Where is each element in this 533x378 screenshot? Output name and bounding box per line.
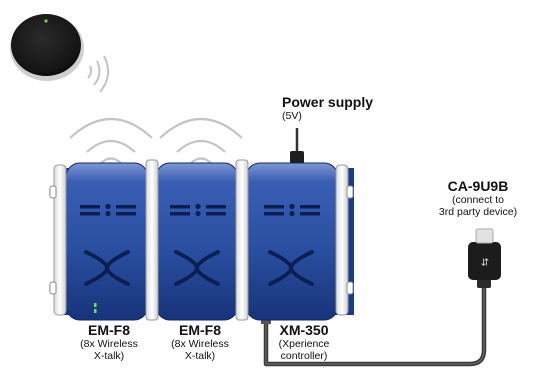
cable-desc-line1: (connect to	[452, 194, 504, 207]
power-supply-spec: (5V)	[282, 110, 302, 123]
module-desc-line1: (8x Wireless	[171, 338, 229, 351]
rail-clips	[49, 185, 354, 295]
usb-cable-icon: ⇆	[261, 228, 501, 367]
cable-name: CA-9U9B	[447, 178, 509, 194]
x-logo-icon	[174, 250, 220, 286]
module-desc-line2: X-talk)	[93, 350, 125, 363]
status-led-icon	[94, 303, 97, 313]
module-name: EM-F8	[179, 322, 221, 338]
module-em-f8-2	[155, 162, 239, 321]
power-supply-connector-icon	[290, 128, 304, 167]
module-name: XM-350	[279, 322, 329, 338]
sensor-signal-waves-icon	[87, 55, 110, 93]
logo-dashes-icon	[170, 203, 226, 217]
module-desc-line2: controller)	[280, 350, 328, 363]
module-label-em-f8-1: EM-F8 (8x Wireless X-talk)	[64, 322, 154, 362]
logo-dashes-icon	[80, 203, 136, 217]
module-assembly	[49, 159, 354, 321]
cable-desc-line2: 3rd party device)	[438, 206, 518, 219]
module-signal-waves-icon	[69, 118, 243, 164]
module-em-f8-1	[65, 162, 149, 321]
module-desc-line1: (8x Wireless	[80, 338, 138, 351]
svg-text:⇆: ⇆	[480, 258, 491, 266]
module-label-em-f8-2: EM-F8 (8x Wireless X-talk)	[155, 322, 245, 362]
cable-label: CA-9U9B (connect to 3rd party device)	[426, 178, 530, 218]
module-name: EM-F8	[88, 322, 130, 338]
power-supply-label: Power supply (5V)	[282, 94, 402, 122]
module-desc-line2: X-talk)	[184, 350, 216, 363]
x-logo-icon	[84, 250, 130, 286]
power-supply-name: Power supply	[282, 94, 374, 110]
x-logo-icon	[268, 250, 314, 286]
wireless-sensor-icon	[10, 14, 84, 81]
module-desc-line1: (Xperience	[278, 338, 330, 351]
module-xm-350	[245, 162, 339, 321]
mounting-rails	[53, 159, 349, 321]
module-label-xm-350: XM-350 (Xperience controller)	[264, 322, 344, 362]
logo-dashes-icon	[264, 203, 320, 217]
